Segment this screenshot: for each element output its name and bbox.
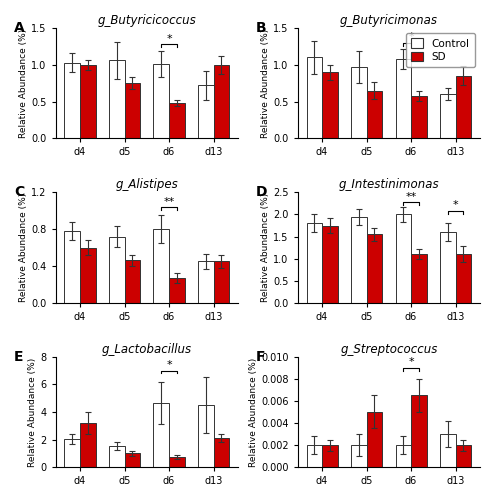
Bar	[440, 232, 455, 302]
Y-axis label: Relative Abundance (%): Relative Abundance (%)	[249, 358, 258, 467]
Y-axis label: Relative Abundance (%): Relative Abundance (%)	[19, 193, 28, 302]
Bar	[109, 236, 124, 302]
Legend: Control, SD: Control, SD	[406, 34, 475, 68]
Text: **: **	[164, 196, 175, 206]
Bar	[80, 248, 96, 302]
Bar	[351, 67, 367, 138]
Bar	[351, 445, 367, 467]
Bar	[124, 454, 140, 467]
Text: *: *	[453, 200, 458, 210]
Text: F: F	[256, 350, 265, 364]
Text: *: *	[409, 357, 414, 367]
Text: A: A	[14, 21, 25, 35]
Text: B: B	[256, 21, 267, 35]
Bar	[411, 396, 427, 467]
Bar	[306, 58, 322, 138]
Bar	[154, 403, 169, 467]
Bar	[455, 445, 471, 467]
Title: g_Alistipes: g_Alistipes	[116, 178, 178, 191]
Title: g_Butyricicoccus: g_Butyricicoccus	[97, 14, 196, 27]
Bar	[367, 234, 382, 302]
Y-axis label: Relative Abundance (%): Relative Abundance (%)	[29, 358, 38, 467]
Bar	[64, 439, 80, 467]
Bar	[198, 86, 213, 138]
Bar	[351, 216, 367, 302]
Y-axis label: Relative Abundance (%): Relative Abundance (%)	[19, 28, 28, 138]
Y-axis label: Relative Abundance (%): Relative Abundance (%)	[261, 193, 270, 302]
Bar	[154, 229, 169, 302]
Text: D: D	[256, 186, 267, 200]
Text: **: **	[406, 192, 417, 202]
Bar	[198, 262, 213, 302]
Bar	[64, 62, 80, 138]
Bar	[322, 72, 338, 138]
Bar	[367, 412, 382, 467]
Bar	[213, 65, 229, 138]
Bar	[213, 262, 229, 302]
Bar	[306, 445, 322, 467]
Bar	[154, 64, 169, 138]
Text: C: C	[14, 186, 24, 200]
Bar	[396, 214, 411, 302]
Bar	[124, 83, 140, 138]
Bar	[455, 76, 471, 138]
Bar	[169, 103, 185, 138]
Bar	[64, 231, 80, 302]
Bar	[322, 445, 338, 467]
Title: g_Lactobacillus: g_Lactobacillus	[102, 342, 192, 355]
Bar	[455, 254, 471, 302]
Title: g_Butyricimonas: g_Butyricimonas	[340, 14, 438, 27]
Title: g_Intestinimonas: g_Intestinimonas	[338, 178, 439, 191]
Bar	[109, 60, 124, 138]
Bar	[396, 59, 411, 138]
Bar	[80, 423, 96, 467]
Bar	[109, 446, 124, 467]
Title: g_Streptococcus: g_Streptococcus	[340, 342, 438, 355]
Bar	[411, 96, 427, 138]
Bar	[396, 445, 411, 467]
Bar	[440, 94, 455, 138]
Bar	[80, 65, 96, 138]
Bar	[198, 405, 213, 467]
Bar	[367, 90, 382, 138]
Bar	[440, 434, 455, 467]
Text: E: E	[14, 350, 23, 364]
Y-axis label: Relative Abundance (%): Relative Abundance (%)	[261, 28, 270, 138]
Bar	[213, 438, 229, 467]
Bar	[306, 224, 322, 302]
Bar	[169, 456, 185, 467]
Text: *: *	[166, 34, 172, 43]
Bar	[124, 260, 140, 302]
Text: *: *	[409, 32, 414, 42]
Bar	[411, 254, 427, 302]
Bar	[169, 278, 185, 302]
Text: *: *	[166, 360, 172, 370]
Bar	[322, 226, 338, 302]
